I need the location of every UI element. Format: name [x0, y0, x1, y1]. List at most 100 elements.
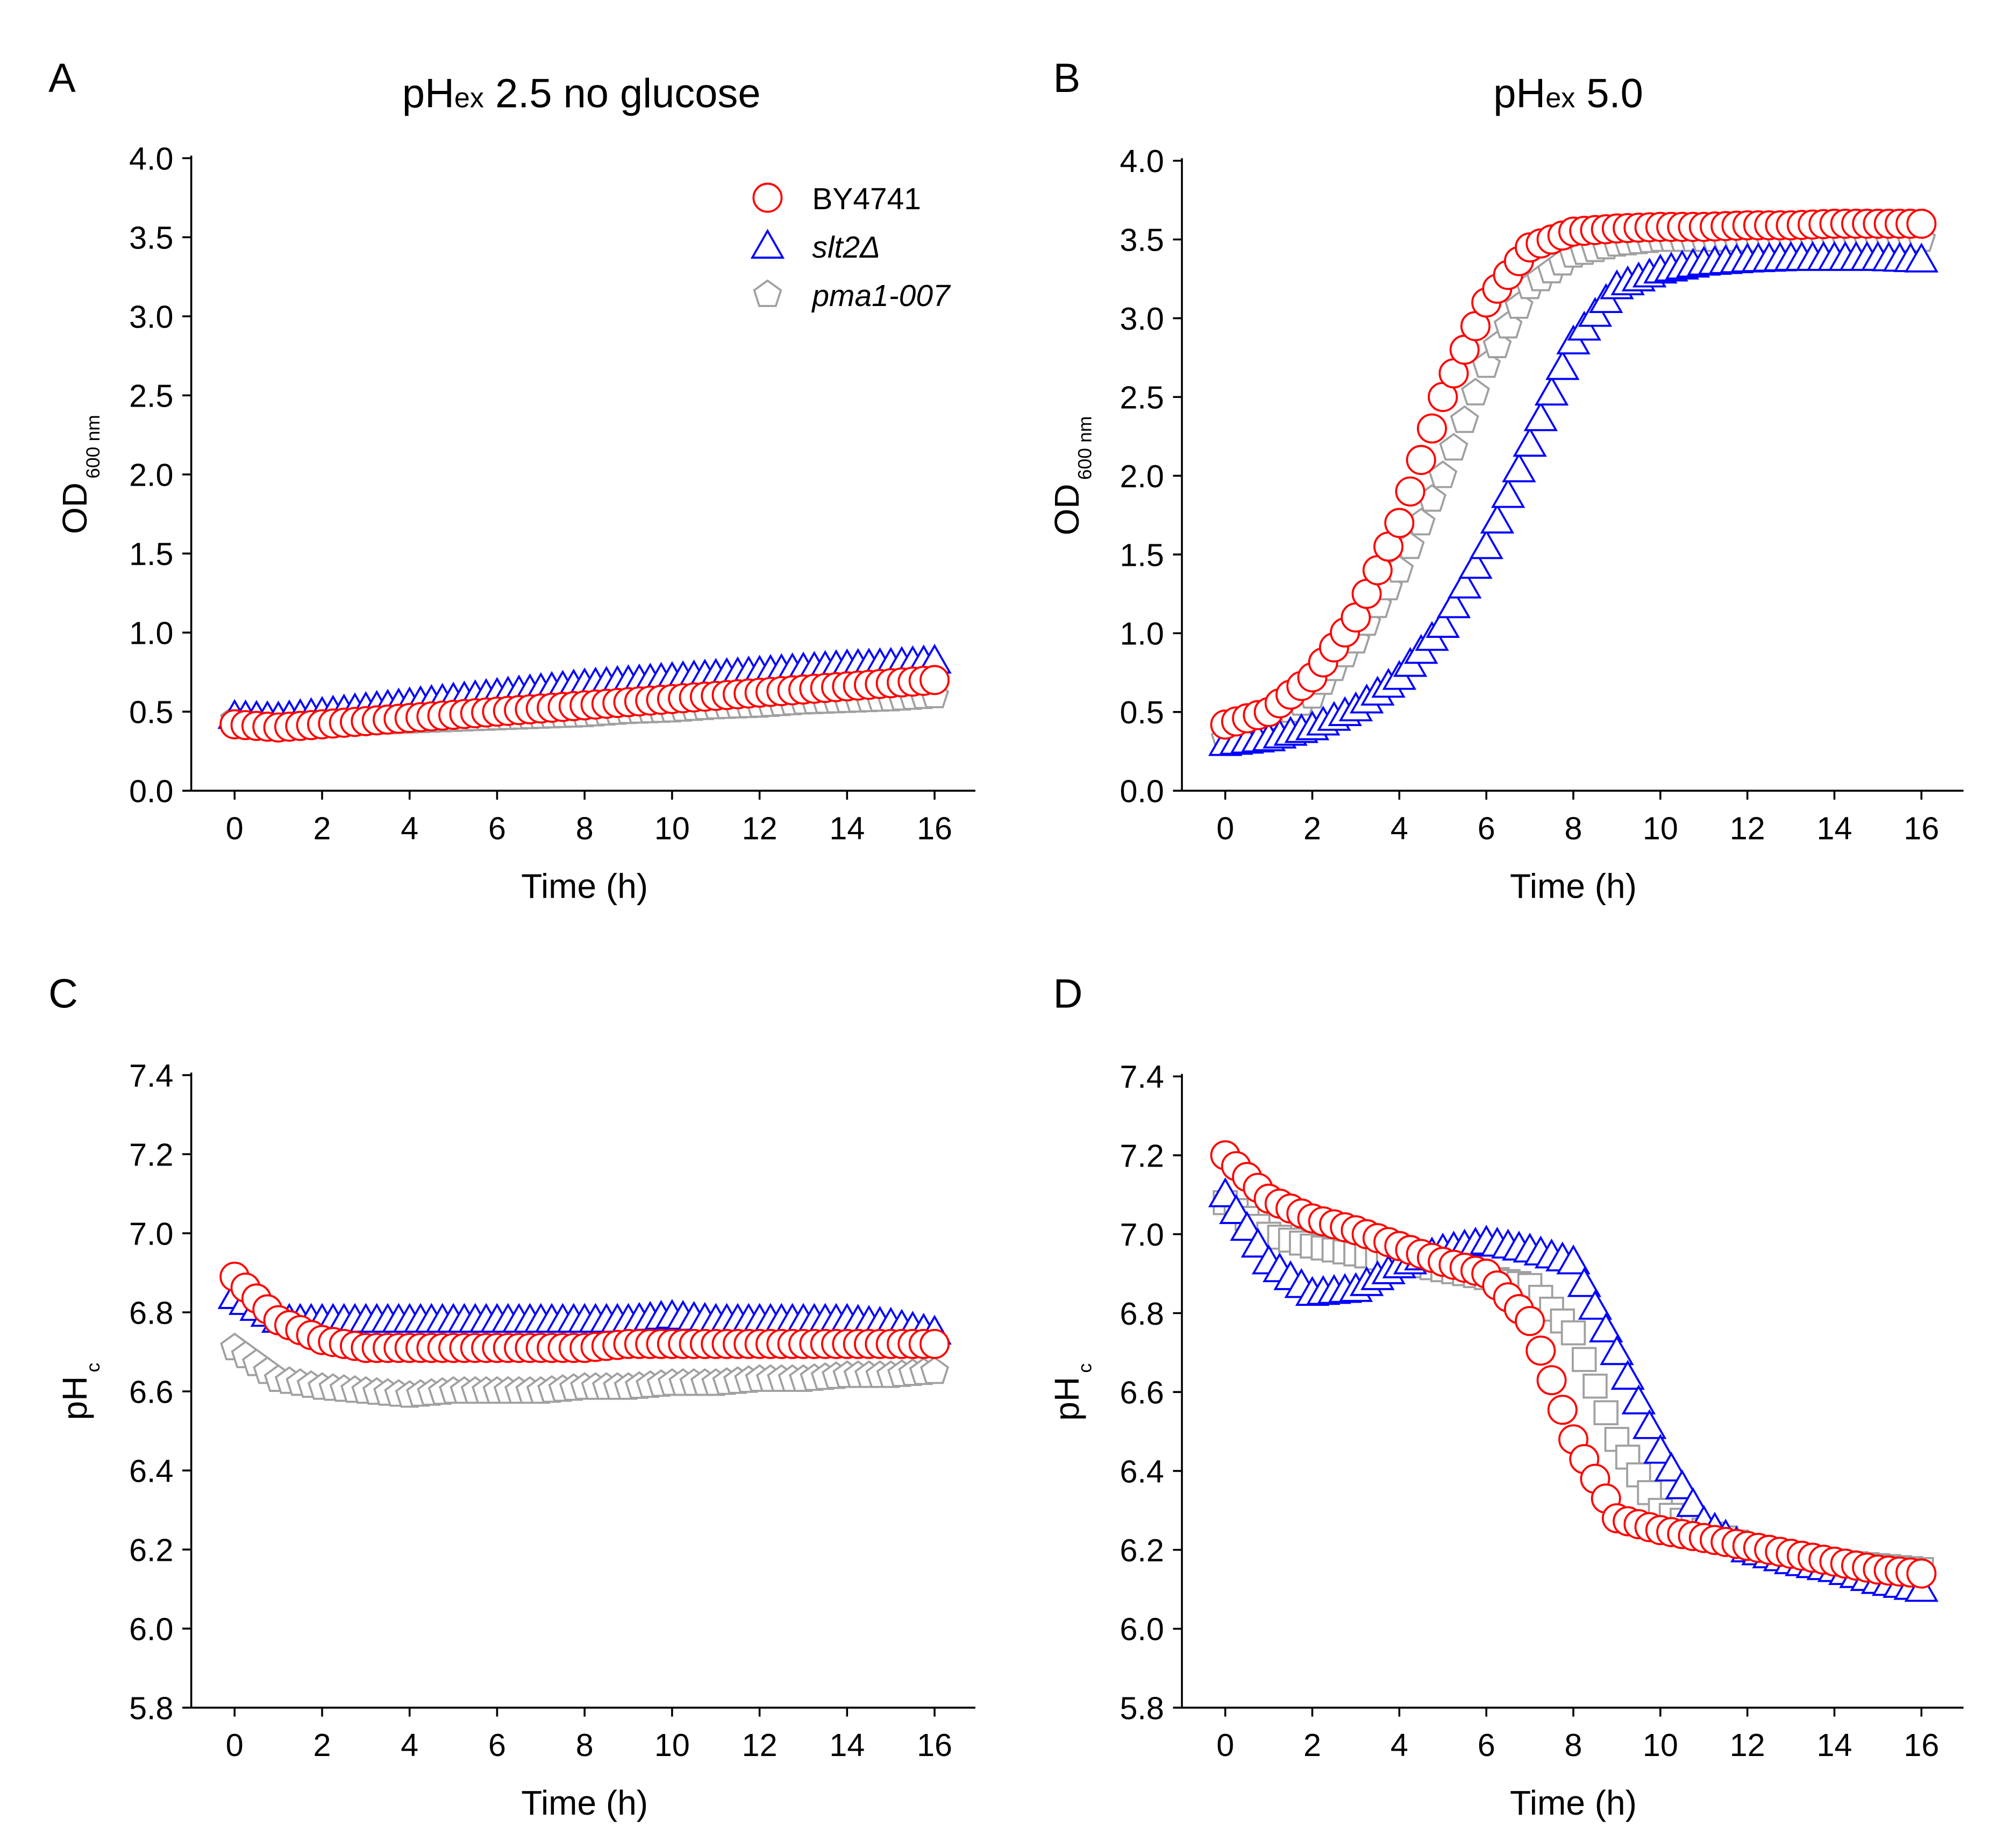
data-point — [1241, 1227, 1275, 1258]
x-tick-label: 16 — [1904, 1727, 1939, 1763]
data-point — [1447, 568, 1482, 599]
data-point — [1208, 1177, 1243, 1207]
y-axis-label-sub: c — [1074, 1363, 1096, 1373]
series-slt2 — [1208, 241, 1939, 756]
x-tick-label: 6 — [1478, 810, 1495, 846]
data-point — [1621, 1384, 1656, 1415]
y-tick-label: 6.8 — [129, 1295, 173, 1331]
data-point — [1906, 1558, 1937, 1589]
x-tick-label: 2 — [313, 1727, 331, 1763]
x-tick-label: 8 — [576, 810, 594, 846]
series-by4741 — [1210, 209, 1937, 740]
chart-title-sub: ex — [454, 82, 484, 113]
y-axis-label: OD 600 nm — [1047, 416, 1096, 536]
data-point — [1534, 375, 1569, 406]
x-tick-label: 4 — [1391, 810, 1408, 846]
x-tick-label: 8 — [1565, 1727, 1582, 1763]
y-axis-label-sub: 600 nm — [82, 415, 104, 479]
panel-label-b: B — [1053, 55, 1081, 101]
x-tick-label: 12 — [742, 810, 778, 846]
panel-label-c: C — [48, 971, 78, 1017]
x-tick-label: 8 — [576, 1727, 594, 1763]
x-tick-label: 0 — [226, 1727, 244, 1763]
chart-title: pHex 5.0 — [1493, 70, 1643, 116]
x-tick-label: 4 — [401, 1727, 418, 1763]
data-point — [1469, 529, 1503, 559]
data-point — [1417, 413, 1448, 444]
data-point — [1406, 445, 1436, 475]
x-tick-label: 0 — [1216, 810, 1234, 846]
data-point — [1545, 350, 1580, 380]
x-tick-label: 2 — [1303, 1727, 1321, 1763]
data-point — [1904, 243, 1939, 273]
x-tick-label: 14 — [1817, 1727, 1852, 1763]
data-point — [1560, 1320, 1586, 1346]
x-axis-label: Time (h) — [521, 866, 648, 905]
chart-title-main: pH — [402, 70, 454, 116]
data-point — [919, 665, 950, 695]
legend-label: pma1-007 — [811, 279, 951, 313]
data-point — [1450, 405, 1479, 433]
y-tick-label: 7.2 — [1120, 1138, 1164, 1174]
legend-label: BY4741 — [812, 182, 921, 216]
y-tick-label: 0.0 — [129, 773, 173, 809]
y-tick-label: 2.5 — [1120, 379, 1164, 415]
data-point — [919, 1328, 950, 1359]
data-point — [1458, 549, 1493, 579]
chart-panel-c: 5.8 6.0 6.2 6.4 6.6 6.8 7.0 7.2 7.4 0 2 4 6 8 10 12 14 16… — [55, 1057, 975, 1822]
x-tick-label: 16 — [917, 810, 952, 846]
x-axis-label: Time (h) — [521, 1783, 648, 1822]
panel-label-d: D — [1053, 971, 1083, 1017]
x-tick-label: 16 — [917, 1727, 952, 1763]
y-tick-label: 6.0 — [129, 1611, 173, 1647]
x-axis-label: Time (h) — [1510, 1783, 1637, 1822]
data-point — [1480, 503, 1515, 534]
data-point — [1610, 1360, 1645, 1390]
x-tick-label: 14 — [829, 1727, 865, 1763]
x-tick-label: 14 — [1817, 810, 1852, 846]
x-tick-label: 10 — [1643, 1727, 1678, 1763]
x-tick-label: 14 — [829, 810, 865, 846]
y-tick-label: 6.6 — [1120, 1375, 1164, 1411]
data-point — [1536, 1365, 1567, 1396]
series-by4741 — [219, 1261, 950, 1363]
x-tick-label: 8 — [1565, 810, 1582, 846]
data-point — [1525, 1335, 1556, 1366]
y-tick-label: 1.5 — [129, 536, 173, 572]
x-tick-label: 10 — [654, 1727, 690, 1763]
y-axis-label-main: OD — [1047, 484, 1086, 535]
x-tick-label: 12 — [742, 1727, 778, 1763]
y-tick-label: 7.4 — [1120, 1059, 1164, 1095]
data-point — [1556, 1244, 1591, 1275]
data-point — [1523, 401, 1558, 431]
y-tick-label: 3.0 — [129, 298, 173, 335]
y-tick-label: 6.4 — [129, 1453, 173, 1489]
y-tick-label: 1.0 — [1120, 616, 1164, 652]
y-tick-label: 3.5 — [1120, 222, 1164, 258]
x-tick-label: 2 — [313, 810, 331, 846]
y-tick-label: 7.0 — [129, 1216, 173, 1252]
y-tick-label: 7.0 — [1120, 1217, 1164, 1253]
x-tick-label: 4 — [401, 810, 418, 846]
y-tick-label: 2.0 — [129, 457, 173, 493]
data-point — [1436, 588, 1471, 619]
y-tick-label: 5.8 — [1120, 1690, 1164, 1726]
y-tick-label: 5.8 — [129, 1690, 173, 1726]
y-axis-label-sub: 600 nm — [1074, 416, 1096, 480]
x-tick-label: 0 — [1216, 1727, 1234, 1763]
y-tick-label: 7.2 — [129, 1136, 173, 1172]
x-tick-label: 6 — [1478, 1727, 1495, 1763]
x-tick-label: 4 — [1391, 1727, 1408, 1763]
data-point — [1395, 476, 1425, 507]
x-tick-label: 12 — [1730, 1727, 1765, 1763]
y-tick-label: 1.0 — [129, 615, 173, 651]
y-tick-label: 6.2 — [1120, 1532, 1164, 1568]
y-tick-label: 6.6 — [129, 1374, 173, 1410]
series-by4741 — [219, 665, 950, 743]
y-axis-label: pH c — [1047, 1363, 1096, 1421]
y-tick-label: 2.0 — [1120, 458, 1164, 494]
legend: BY4741 slt2Δ pma1-007 — [750, 182, 951, 313]
data-point — [1571, 1347, 1597, 1372]
legend-marker-pentagon — [753, 279, 782, 307]
